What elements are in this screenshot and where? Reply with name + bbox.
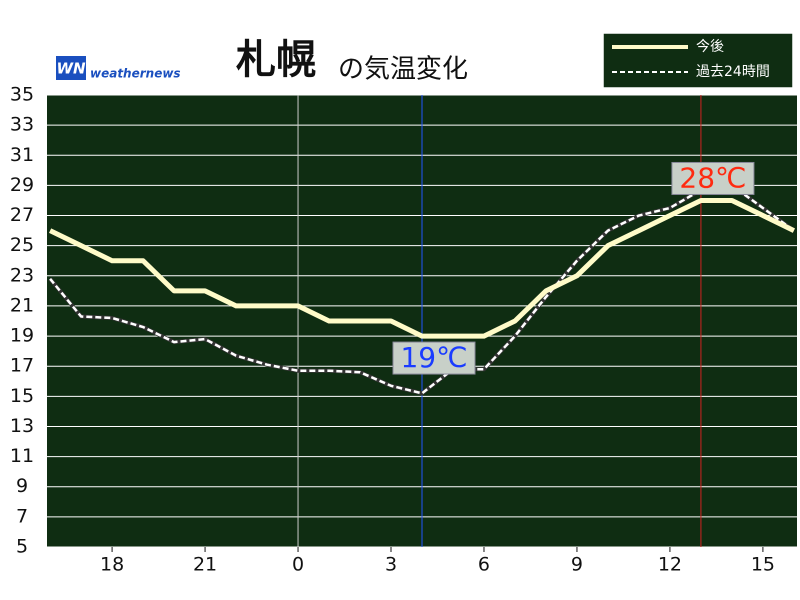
annotation-text: 28℃ <box>679 161 746 194</box>
x-tick-label: 15 <box>751 554 775 576</box>
x-tick-label: 0 <box>292 554 304 576</box>
x-tick-label: 21 <box>193 554 217 576</box>
x-tick-label: 9 <box>571 554 583 576</box>
series-line <box>49 197 795 339</box>
x-tick-label: 6 <box>478 554 490 576</box>
annotation-box <box>671 161 755 195</box>
y-tick-label: 15 <box>10 385 34 407</box>
y-tick-label: 35 <box>10 84 34 106</box>
chart-title: 札幌 <box>236 37 316 83</box>
y-tick-label: 17 <box>10 355 34 377</box>
y-tick-label: 21 <box>10 294 34 316</box>
x-tick-label: 12 <box>658 554 682 576</box>
y-tick-label: 9 <box>16 475 28 497</box>
logo-mark: WN <box>56 60 86 78</box>
logo-text: weathernews <box>90 67 181 81</box>
series-line <box>49 184 795 395</box>
y-tick-label: 33 <box>10 114 34 136</box>
logo-box <box>56 56 86 80</box>
y-tick-label: 13 <box>10 415 34 437</box>
annotation-text: 19℃ <box>400 341 467 374</box>
legend-box <box>602 32 794 89</box>
y-tick-label: 31 <box>10 144 34 166</box>
legend-label: 今後 <box>696 39 724 55</box>
y-tick-label: 7 <box>16 505 28 527</box>
y-tick-label: 29 <box>10 174 34 196</box>
y-tick-label: 27 <box>10 204 34 226</box>
x-tick-label: 3 <box>385 554 397 576</box>
legend-label: 過去24時間 <box>696 64 770 80</box>
chart-subtitle: の気温変化 <box>338 55 468 85</box>
y-tick-label: 5 <box>16 536 28 558</box>
y-tick-label: 23 <box>10 264 34 286</box>
annotation-box <box>392 341 476 375</box>
y-tick-label: 19 <box>10 325 34 347</box>
y-tick-label: 11 <box>10 445 34 467</box>
x-tick-label: 18 <box>100 554 124 576</box>
y-tick-label: 25 <box>10 234 34 256</box>
